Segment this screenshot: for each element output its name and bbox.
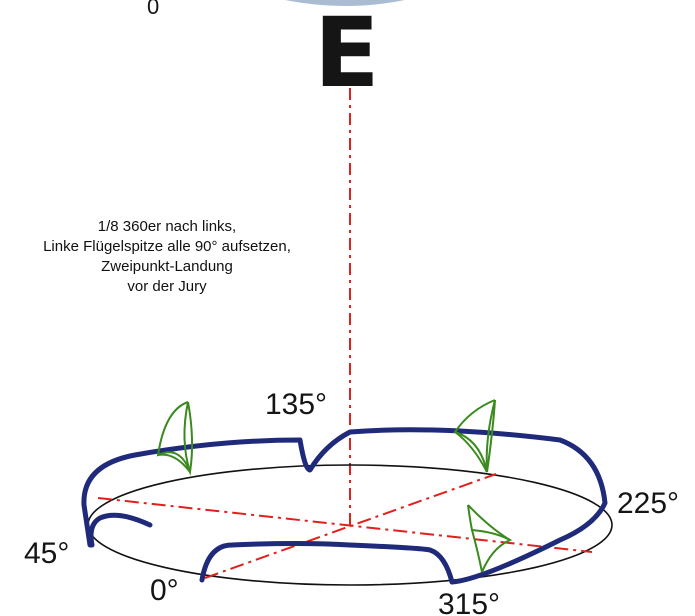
kite-sketch-right-top [453,399,496,473]
angle-label-225: 225° [617,487,679,520]
angle-label-0: 0° [150,574,179,607]
big-letter-e: E [314,0,380,109]
kite-sketch-right-bottom [467,504,513,573]
flight-path-loop-45 [88,512,153,548]
instruction-line-2: Linke Flügelspitze alle 90° aufsetzen, [43,238,291,255]
angle-label-315: 315° [438,588,500,616]
top-arc [285,0,405,6]
kite-sketch-left [156,401,194,476]
instruction-text: 1/8 360er nach links, Linke Flügelspitze… [43,218,291,295]
instruction-line-3: Zweipunkt-Landung [101,258,233,275]
instruction-line-4: vor der Jury [127,278,207,295]
angle-label-45: 45° [24,537,69,570]
diagonal-axis-0-180 [204,473,497,579]
flight-path-back [81,427,608,585]
instruction-line-1: 1/8 360er nach links, [98,218,236,235]
angle-label-135: 135° [265,388,327,421]
flight-path-front [199,541,455,585]
corner-label: 0 [147,0,159,19]
diagonal-axis-45-225 [97,497,593,553]
